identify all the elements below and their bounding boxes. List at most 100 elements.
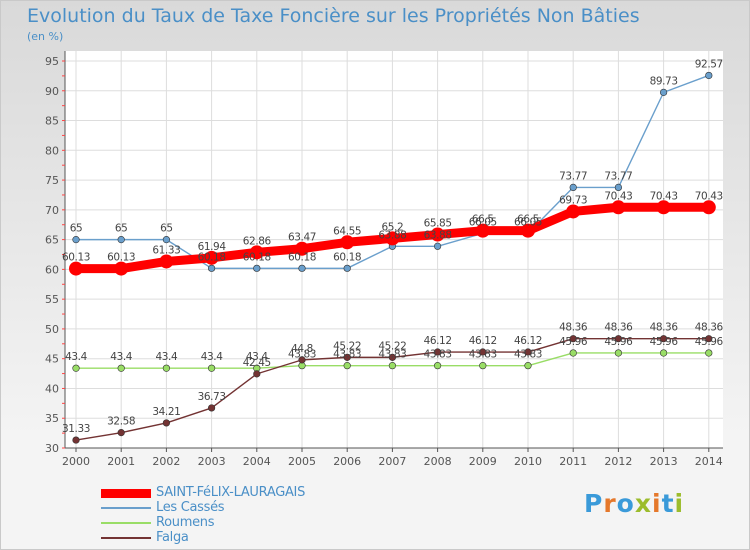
- data-label-saint-felix-lauragais-2003: 61.94: [198, 241, 227, 253]
- logo-letter: P: [584, 489, 604, 518]
- data-point-falga-2004: [253, 370, 261, 378]
- data-label-falga-2002: 34.21: [152, 406, 180, 418]
- data-label-roumens-2001: 43.4: [110, 351, 132, 363]
- x-tick-label-2014: 2014: [695, 455, 723, 468]
- data-label-roumens-2008: 43.83: [424, 349, 452, 361]
- data-label-falga-2012: 48.36: [604, 322, 633, 334]
- data-label-saint-felix-lauragais-2002: 61.33: [152, 244, 180, 256]
- y-tick-label-45: 45: [45, 353, 59, 366]
- y-tick-label-75: 75: [45, 174, 59, 187]
- data-point-falga-2010: [524, 348, 532, 356]
- data-label-les-casses-2009: 66.05: [469, 216, 497, 228]
- data-label-les-casses-2000: 65: [70, 223, 83, 235]
- data-point-falga-2012: [614, 335, 623, 343]
- data-label-roumens-2004: 43.4: [246, 351, 268, 363]
- data-label-saint-felix-lauragais-2000: 60.13: [62, 252, 90, 264]
- data-point-falga-2003: [208, 404, 216, 412]
- data-point-roumens-2010: [524, 362, 532, 370]
- data-point-roumens-2009: [479, 362, 487, 370]
- data-label-saint-felix-lauragais-2001: 60.13: [107, 252, 135, 264]
- data-point-roumens-2002: [162, 364, 170, 372]
- x-tick-label-2003: 2003: [198, 455, 226, 468]
- data-point-saint-felix-lauragais-2008: [430, 227, 445, 242]
- data-point-saint-felix-lauragais-2009: [475, 223, 490, 238]
- legend-label-roumens: Roumens: [156, 515, 215, 530]
- data-point-les-casses-2013: [659, 88, 668, 96]
- data-label-saint-felix-lauragais-2008: 65.85: [424, 218, 452, 230]
- data-point-roumens-2007: [388, 362, 397, 370]
- data-label-saint-felix-lauragais-2006: 64.55: [333, 225, 361, 237]
- y-tick-label-85: 85: [45, 115, 59, 128]
- legend-swatch-roumens: [101, 522, 151, 524]
- data-label-les-casses-2002: 65: [160, 223, 173, 235]
- data-label-les-casses-2010: 66.05: [514, 216, 542, 228]
- data-label-falga-2014: 48.36: [695, 322, 724, 334]
- data-point-saint-felix-lauragais-2007: [385, 231, 400, 246]
- x-tick-label-2013: 2013: [650, 455, 678, 468]
- data-point-saint-felix-lauragais-2002: [159, 254, 174, 269]
- data-point-les-casses-2004: [253, 264, 261, 272]
- data-point-les-casses-2008: [434, 242, 442, 250]
- data-label-falga-2011: 48.36: [559, 322, 588, 334]
- data-point-falga-2014: [705, 335, 713, 343]
- y-tick-label-80: 80: [45, 144, 59, 157]
- y-tick-label-55: 55: [45, 293, 59, 306]
- x-tick-label-2001: 2001: [107, 455, 135, 468]
- data-point-roumens-2001: [117, 364, 125, 372]
- x-tick-label-2004: 2004: [243, 455, 271, 468]
- logo-letter: t: [661, 489, 675, 518]
- x-tick-label-2002: 2002: [152, 455, 180, 468]
- data-label-roumens-2014: 45.96: [695, 336, 724, 348]
- x-tick-label-2000: 2000: [62, 455, 90, 468]
- logo-letter: o: [616, 489, 635, 518]
- data-point-saint-felix-lauragais-2014: [701, 200, 716, 215]
- legend-label-falga: Falga: [156, 530, 189, 545]
- x-tick-label-2011: 2011: [559, 455, 587, 468]
- data-point-roumens-2014: [705, 349, 713, 357]
- data-point-les-casses-2012: [614, 183, 623, 192]
- data-label-falga-2007: 45.22: [378, 340, 406, 352]
- x-tick-label-2007: 2007: [378, 455, 406, 468]
- data-label-roumens-2009: 43.83: [469, 349, 497, 361]
- legend-swatch-les-casses: [101, 507, 151, 509]
- x-tick-label-2008: 2008: [424, 455, 452, 468]
- data-label-falga-2009: 46.12: [469, 335, 497, 347]
- data-point-roumens-2003: [208, 364, 216, 372]
- data-label-falga-2003: 36.73: [198, 391, 226, 403]
- data-point-saint-felix-lauragais-2004: [249, 245, 264, 260]
- data-label-roumens-2005: 43.83: [288, 349, 316, 361]
- x-tick-label-2009: 2009: [469, 455, 497, 468]
- data-label-les-casses-2006: 60.18: [333, 251, 361, 263]
- data-label-les-casses-2014: 92.57: [695, 58, 723, 70]
- data-label-saint-felix-lauragais-2010: 66.5: [517, 214, 539, 226]
- data-point-saint-felix-lauragais-2005: [295, 241, 309, 256]
- y-tick-label-50: 50: [45, 323, 59, 336]
- data-point-saint-felix-lauragais-2010: [521, 223, 535, 238]
- data-point-saint-felix-lauragais-2000: [69, 261, 83, 276]
- logo-letter: x: [634, 489, 652, 518]
- chart-subtitle: (en %): [27, 30, 64, 43]
- y-tick-label-30: 30: [45, 442, 59, 455]
- data-label-roumens-2007: 43.83: [378, 349, 406, 361]
- data-label-saint-felix-lauragais-2007: 65.2: [382, 221, 404, 233]
- data-point-les-casses-2000: [72, 236, 80, 244]
- data-point-les-casses-2005: [298, 264, 306, 272]
- proxiti-logo: Proxiti: [584, 489, 684, 518]
- data-point-roumens-2011: [569, 349, 577, 357]
- data-point-falga-2009: [479, 348, 487, 356]
- data-label-roumens-2011: 45.96: [559, 336, 588, 348]
- data-label-falga-2000: 31.33: [62, 423, 90, 435]
- y-tick-label-90: 90: [45, 85, 59, 98]
- x-tick-label-2010: 2010: [514, 455, 542, 468]
- data-point-falga-2013: [659, 335, 668, 343]
- data-label-les-casses-2004: 60.18: [243, 251, 271, 263]
- y-tick-label-95: 95: [45, 55, 59, 68]
- y-tick-label-40: 40: [45, 382, 59, 395]
- data-label-falga-2001: 32.58: [107, 416, 135, 428]
- data-label-les-casses-2003: 60.18: [198, 251, 226, 263]
- data-point-saint-felix-lauragais-2001: [114, 261, 129, 276]
- data-point-saint-felix-lauragais-2013: [656, 200, 671, 215]
- data-point-roumens-2008: [434, 362, 442, 370]
